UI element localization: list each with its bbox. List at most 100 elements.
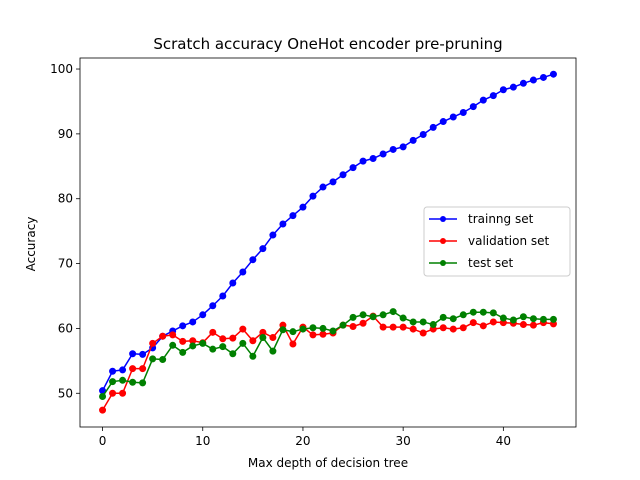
data-point bbox=[189, 342, 197, 350]
data-point bbox=[549, 70, 557, 78]
data-point bbox=[379, 150, 387, 158]
data-point bbox=[239, 268, 247, 276]
legend-box bbox=[423, 206, 571, 277]
data-point bbox=[269, 347, 277, 355]
data-point bbox=[289, 328, 297, 336]
data-point bbox=[509, 316, 517, 324]
data-point bbox=[449, 315, 457, 323]
data-point bbox=[219, 343, 227, 351]
data-point bbox=[109, 389, 117, 397]
data-point bbox=[349, 164, 357, 172]
data-point bbox=[229, 350, 237, 358]
x-tick-label: 40 bbox=[496, 434, 511, 448]
data-point bbox=[169, 341, 177, 349]
data-point bbox=[139, 350, 147, 358]
legend-swatch-marker bbox=[440, 260, 446, 266]
data-point bbox=[259, 334, 267, 342]
y-tick-label: 60 bbox=[58, 321, 73, 335]
legend-label: test set bbox=[468, 256, 513, 270]
data-point bbox=[139, 365, 147, 373]
data-point bbox=[139, 379, 147, 387]
x-tick-label: 30 bbox=[396, 434, 411, 448]
data-point bbox=[179, 322, 187, 330]
y-tick-label: 80 bbox=[58, 192, 73, 206]
data-point bbox=[169, 331, 177, 339]
data-point bbox=[349, 313, 357, 321]
data-point bbox=[339, 321, 347, 329]
data-point bbox=[469, 308, 477, 316]
data-point bbox=[119, 389, 127, 397]
data-point bbox=[179, 337, 187, 345]
data-point bbox=[289, 340, 297, 348]
data-point bbox=[549, 315, 557, 323]
data-point bbox=[479, 322, 487, 330]
data-point bbox=[239, 339, 247, 347]
data-point bbox=[399, 143, 407, 151]
data-point bbox=[399, 323, 407, 331]
data-point bbox=[389, 145, 397, 153]
x-tick-label: 10 bbox=[195, 434, 210, 448]
data-point bbox=[209, 328, 217, 336]
axes-layer: 0 10 20 30 40 50 60 70 80 90 100 bbox=[50, 57, 577, 448]
chart-title: Scratch accuracy OneHot encoder pre-prun… bbox=[153, 35, 502, 53]
data-point bbox=[129, 378, 137, 386]
data-point bbox=[109, 378, 117, 386]
data-point bbox=[539, 315, 547, 323]
data-point bbox=[149, 355, 157, 363]
data-point bbox=[219, 292, 227, 300]
data-point bbox=[239, 325, 247, 333]
data-point bbox=[519, 79, 527, 87]
data-point bbox=[209, 345, 217, 353]
data-point bbox=[319, 183, 327, 191]
data-point bbox=[409, 325, 417, 333]
legend-swatch-marker bbox=[440, 238, 446, 244]
y-axis-label: Accuracy bbox=[24, 217, 38, 272]
data-point bbox=[499, 86, 507, 94]
data-point bbox=[129, 350, 137, 358]
x-tick-label: 20 bbox=[295, 434, 310, 448]
legend: trainng set validation set test set bbox=[423, 206, 571, 277]
data-point bbox=[379, 323, 387, 331]
data-point bbox=[399, 314, 407, 322]
legend-label: validation set bbox=[468, 234, 550, 248]
data-point bbox=[429, 123, 437, 131]
data-point bbox=[269, 334, 277, 342]
data-point bbox=[489, 309, 497, 317]
data-point bbox=[449, 325, 457, 333]
data-point bbox=[359, 157, 367, 165]
data-point bbox=[449, 113, 457, 121]
data-point bbox=[529, 321, 537, 329]
data-point bbox=[429, 321, 437, 329]
data-point bbox=[329, 178, 337, 186]
series-line bbox=[101, 73, 554, 392]
data-point bbox=[309, 192, 317, 200]
data-point bbox=[219, 335, 227, 343]
data-point bbox=[389, 308, 397, 316]
data-point bbox=[289, 212, 297, 220]
data-point bbox=[489, 92, 497, 100]
y-tick-label: 100 bbox=[50, 62, 73, 76]
data-point bbox=[419, 318, 427, 326]
series-2 bbox=[99, 308, 557, 401]
x-axis-label: Max depth of decision tree bbox=[248, 456, 408, 470]
data-point bbox=[119, 366, 127, 374]
data-point bbox=[509, 83, 517, 91]
data-point bbox=[459, 108, 467, 116]
data-point bbox=[189, 318, 197, 326]
data-point bbox=[459, 311, 467, 319]
data-point bbox=[249, 256, 257, 264]
data-point bbox=[269, 231, 277, 239]
data-point bbox=[279, 326, 287, 334]
data-point bbox=[439, 324, 447, 332]
legend-swatch-marker bbox=[440, 216, 446, 222]
data-point bbox=[459, 324, 467, 332]
data-point bbox=[179, 348, 187, 356]
series-line bbox=[101, 310, 554, 397]
data-point bbox=[479, 96, 487, 104]
data-point bbox=[349, 322, 357, 330]
data-point bbox=[419, 329, 427, 337]
data-point bbox=[529, 76, 537, 84]
data-point bbox=[339, 171, 347, 179]
legend-item: trainng set bbox=[429, 212, 534, 226]
